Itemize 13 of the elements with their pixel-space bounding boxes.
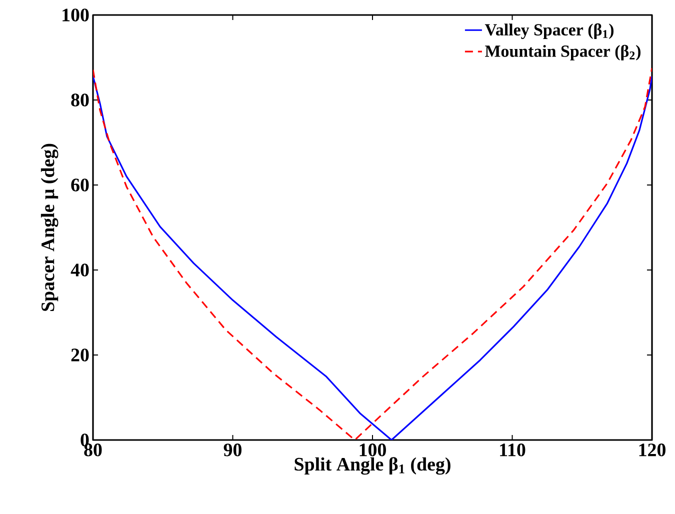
y-tick-label: 100	[62, 8, 89, 22]
legend-label: Valley Spacer (β$_{1}$)	[484, 23, 614, 40]
y-tick-label: 60	[71, 178, 89, 192]
y-tick-label: 20	[71, 348, 89, 362]
x-axis-title: Split Angle β$_{1}$ (deg)	[294, 457, 450, 475]
y-tick-label: 80	[71, 94, 89, 106]
x-tick-label: 100	[360, 444, 386, 456]
x-tick-label: 120	[639, 444, 666, 456]
y-axis-title: Spacer Angle μ (deg)	[40, 144, 58, 311]
legend-label: Mountain Spacer (β$_{2}$)	[485, 44, 640, 60]
x-tick-label: 110	[500, 444, 526, 456]
y-tick-label: 40	[70, 264, 89, 276]
x-tick-label: 90	[224, 444, 242, 456]
